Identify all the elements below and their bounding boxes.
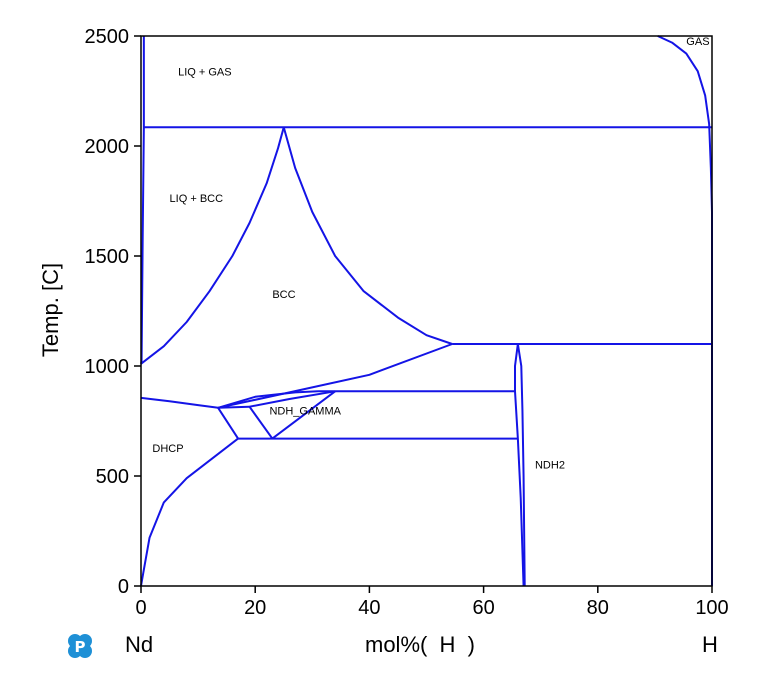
x-tick-label: 40 (358, 597, 380, 619)
x-tick-label: 60 (472, 597, 494, 619)
y-tick-label: 2000 (85, 136, 130, 158)
phase-boundary-line-13 (271, 390, 336, 440)
phase-boundary-line-4 (282, 127, 453, 345)
y-tick-label: 0 (118, 576, 129, 598)
plot-frame (140, 35, 713, 587)
y-axis-title: Temp. [C] (38, 263, 63, 357)
x-tick-label: 100 (695, 597, 728, 619)
phase-boundary-line-12 (249, 390, 336, 408)
x-tick-label: 0 (135, 597, 146, 619)
phase-label-dhcp: DHCP (152, 443, 183, 455)
y-tick-label: 1000 (85, 356, 130, 378)
y-tick-label: 2500 (85, 26, 130, 48)
phase-boundary-line-16 (140, 437, 239, 587)
y-tick-label: 500 (96, 466, 129, 488)
phase-label-gas: GAS (686, 36, 709, 48)
phase-boundary-line-7 (140, 396, 219, 409)
x-tick-label: 20 (244, 597, 266, 619)
phase-label-liq-bcc: LIQ + BCC (170, 193, 224, 205)
y-tick-label: 1500 (85, 246, 130, 268)
phase-label-bcc: BCC (272, 289, 295, 301)
phase-label-liq-gas: LIQ + GAS (178, 67, 232, 79)
svg-text:P: P (75, 638, 86, 656)
phase-boundary-line-8 (217, 390, 319, 409)
phase-boundary-line-6 (217, 343, 453, 409)
phase-boundary-line-11 (248, 406, 274, 440)
phase-boundary-line-17 (514, 343, 525, 587)
composition-label: mol%( H ) (365, 632, 475, 657)
left-element-label: Nd (125, 632, 154, 657)
phase-boundary-line-18 (516, 343, 526, 587)
p-logo-icon: P (66, 632, 94, 660)
x-tick-label: 80 (587, 597, 609, 619)
phase-label-ndh2: NDH2 (535, 459, 565, 471)
phase-boundaries (140, 35, 713, 587)
phase-boundary-line-10 (218, 405, 250, 409)
phase-label-ndh-gamma: NDH_GAMMA (269, 405, 341, 417)
right-element-label: H (702, 632, 718, 657)
phase-boundary-line-2 (657, 35, 713, 586)
phase-boundary-line-15 (217, 407, 239, 440)
phase-labels: LIQ + GAS GAS LIQ + BCC BCC NDH_GAMMA DHCP NDH… (152, 36, 709, 471)
phase-boundary-line-3 (140, 127, 285, 365)
